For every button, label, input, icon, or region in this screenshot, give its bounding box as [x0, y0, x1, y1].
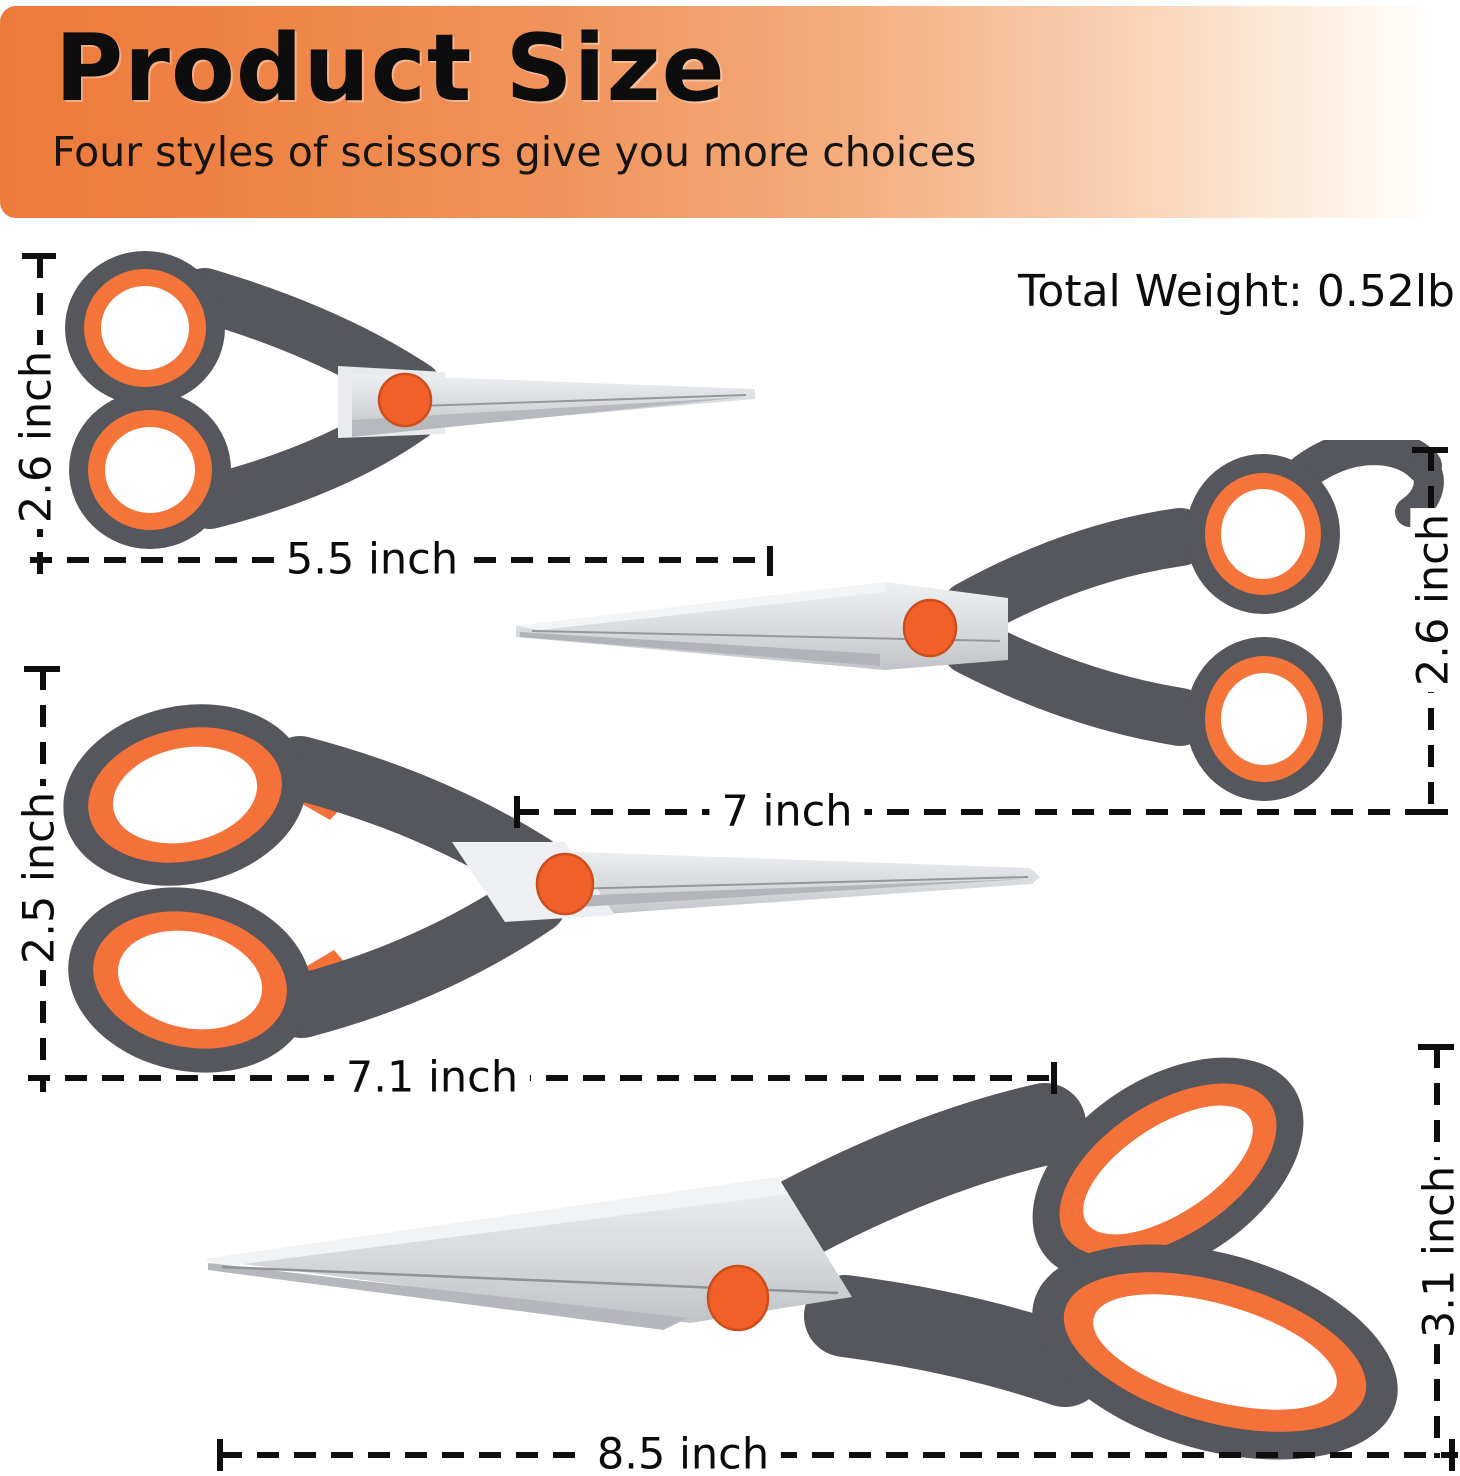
length-label-5-5: 5.5 inch — [273, 536, 471, 584]
tick — [217, 1439, 223, 1471]
length-line-8-5 — [220, 1452, 1458, 1458]
header-banner — [0, 6, 1460, 218]
page-subtitle: Four styles of scissors give you more ch… — [52, 128, 977, 176]
height-label-3-1: 3.1 inch — [1414, 1159, 1460, 1345]
pivot-screw-icon — [535, 852, 595, 916]
scissors-8-5-image — [205, 1057, 1398, 1460]
pivot-screw-icon — [706, 1264, 770, 1332]
scissors-5-5-image — [65, 251, 755, 549]
tick — [514, 796, 520, 828]
height-label-7: 2.6 inch — [1408, 507, 1458, 693]
length-line-7 — [517, 809, 1434, 815]
tick — [1418, 1044, 1454, 1050]
length-label-8-5: 8.5 inch — [584, 1431, 782, 1476]
length-label-7: 7 inch — [709, 788, 865, 836]
length-line-7-1 — [28, 1075, 1056, 1081]
tick — [22, 253, 56, 259]
page-title: Product Size — [55, 14, 726, 122]
height-label-7-1: 2.5 inch — [14, 785, 64, 971]
pivot-screw-icon — [902, 598, 958, 658]
tick — [1412, 447, 1448, 453]
scissors-7-image — [516, 440, 1444, 801]
tick — [1449, 1439, 1455, 1471]
length-label-7-1: 7.1 inch — [333, 1054, 531, 1102]
tick — [24, 666, 60, 672]
tick — [1051, 1062, 1057, 1094]
scissors-7-1-image — [63, 704, 1040, 1073]
height-label-5-5: 2.6 inch — [11, 344, 61, 530]
tick — [767, 546, 773, 576]
total-weight-text: Total Weight: 0.52lb — [1018, 266, 1455, 317]
pivot-screw-icon — [377, 372, 433, 428]
